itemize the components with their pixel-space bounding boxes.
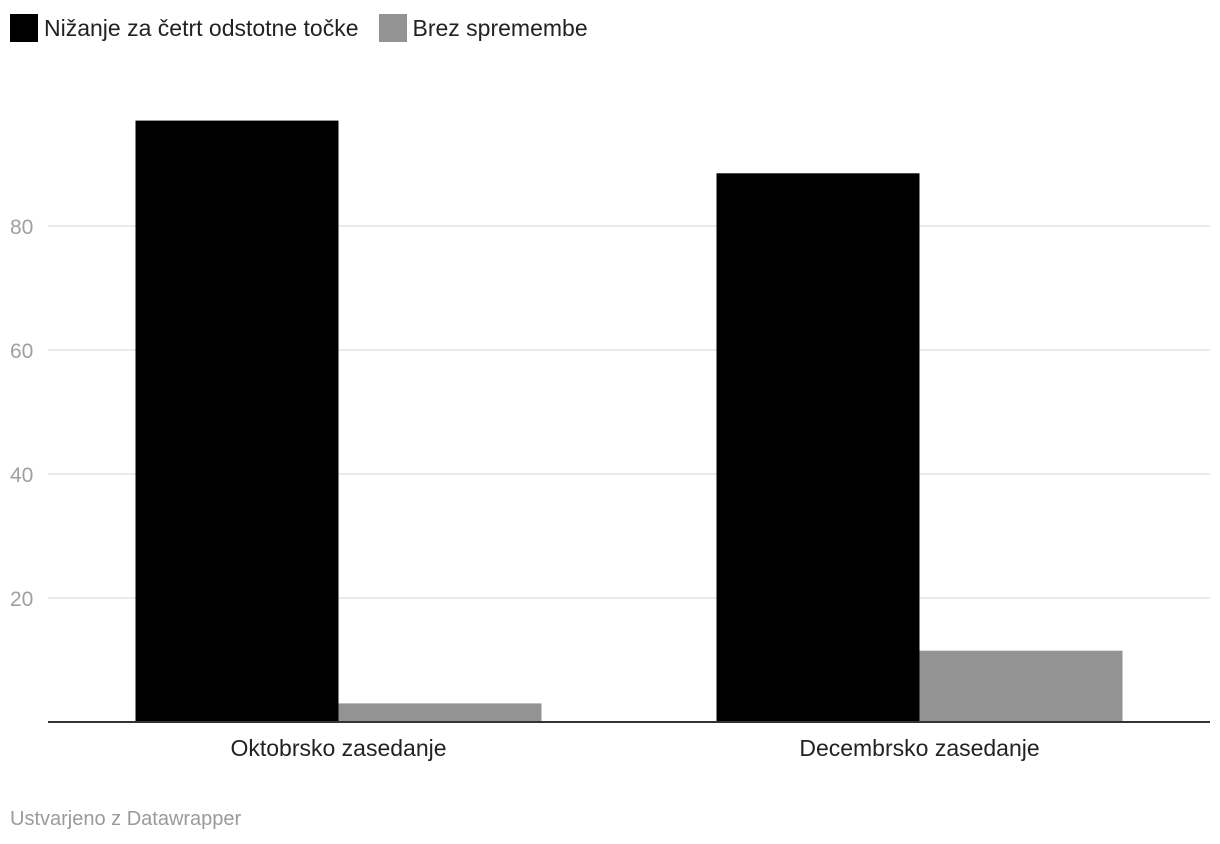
legend-label-series-1: Nižanje za četrt odstotne točke [44,14,359,41]
x-category-label: Decembrsko zasedanje [799,735,1039,761]
y-tick-label: 40 [10,464,33,487]
bar-series-2-1 [338,703,542,722]
bar-series-1-2 [716,173,920,723]
y-tick-label: 80 [10,216,33,239]
legend-item-series-1: Nižanje za četrt odstotne točke [10,14,359,42]
y-tick-label: 20 [10,588,33,611]
datawrapper-credit: Ustvarjeno z Datawrapper [10,808,242,830]
legend-swatch-series-2 [378,14,407,42]
bar-series-2-2 [919,650,1123,722]
bar-series-1-1 [135,120,339,723]
y-tick-label: 60 [10,340,33,363]
legend-swatch-series-1 [10,14,38,42]
chart-legend: Nižanje za četrt odstotne točke Brez spr… [10,13,608,43]
x-category-label: Oktobrsko zasedanje [230,735,446,761]
legend-item-series-2: Brez spremembe [378,14,588,42]
legend-label-series-2: Brez spremembe [412,14,588,41]
